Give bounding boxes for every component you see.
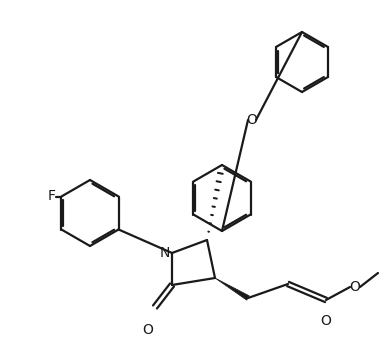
Text: N: N — [160, 246, 170, 260]
Polygon shape — [215, 278, 249, 300]
Text: O: O — [142, 323, 153, 337]
Text: O: O — [350, 280, 360, 294]
Text: O: O — [246, 113, 257, 127]
Text: F: F — [47, 189, 55, 204]
Text: O: O — [320, 314, 331, 328]
